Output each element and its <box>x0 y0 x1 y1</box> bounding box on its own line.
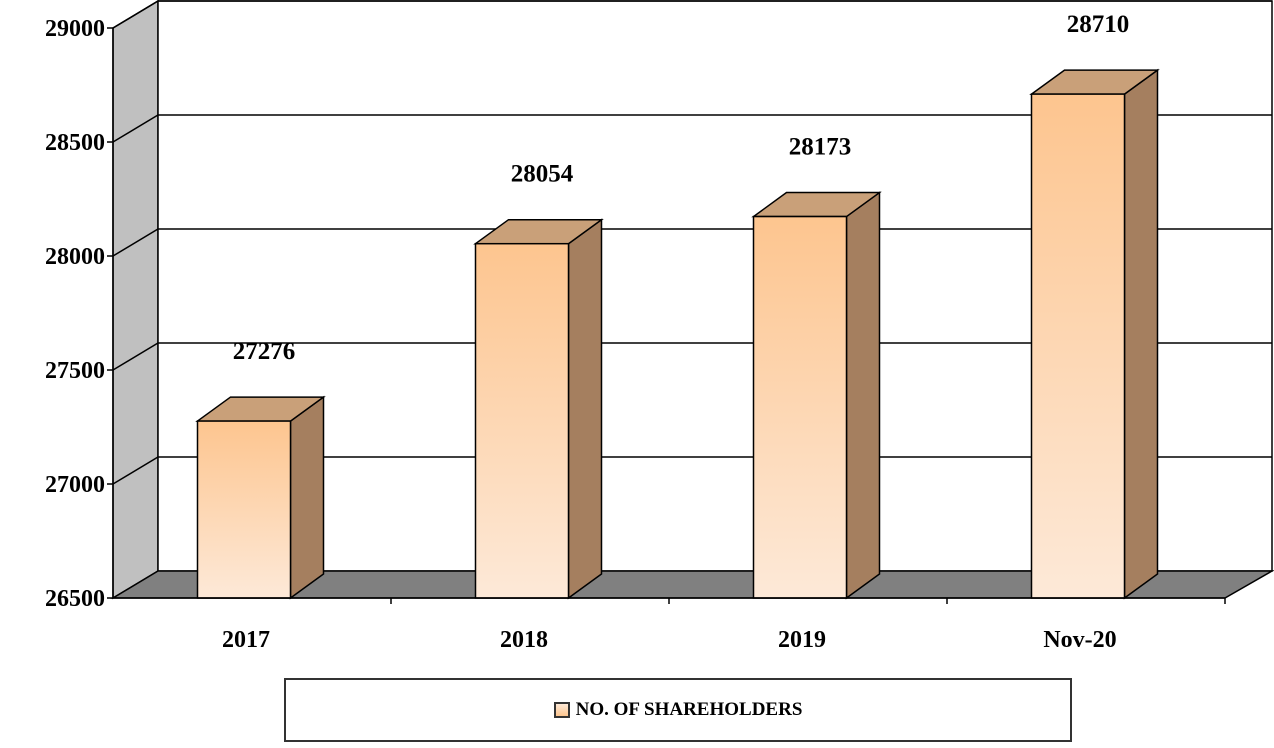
x-tick-label: 2017 <box>222 627 270 653</box>
bar: 28710 <box>1029 11 1160 600</box>
data-label: 27276 <box>233 338 296 365</box>
bar-front <box>1030 93 1126 599</box>
y-tick-label: 27500 <box>45 358 105 384</box>
bar-front <box>752 215 848 599</box>
bar-side <box>289 395 325 600</box>
gridline <box>112 228 1272 257</box>
y-tick-label: 29000 <box>45 16 105 42</box>
chart: 26500 27000 27500 28000 28500 29000 27276 2805… <box>45 0 1274 653</box>
bar-front <box>474 242 570 599</box>
bar: 27276 <box>195 338 326 600</box>
gridline <box>112 114 1272 143</box>
gridline <box>112 456 1272 485</box>
x-axis: 2017 2018 2019 Nov-20 <box>113 597 1226 653</box>
y-tick-label: 28000 <box>45 244 105 270</box>
bar-side <box>1123 68 1159 600</box>
y-tick-label: 27000 <box>45 472 105 498</box>
side-wall <box>112 0 159 600</box>
bar-side <box>567 218 603 600</box>
x-tick-label: Nov-20 <box>1043 627 1116 653</box>
data-label: 28710 <box>1067 11 1130 38</box>
chart-walls <box>110 0 1274 600</box>
bars: 27276 28054 28173 28710 <box>195 11 1160 600</box>
bar: 28173 <box>751 134 882 600</box>
x-tick-label: 2019 <box>778 627 826 653</box>
y-tick-label: 26500 <box>45 586 105 612</box>
bar: 28054 <box>473 161 604 600</box>
gridline <box>112 0 1272 29</box>
bar-front <box>196 420 292 599</box>
legend: NO. OF SHAREHOLDERS <box>284 678 1072 742</box>
data-label: 28054 <box>511 161 574 188</box>
bar-side <box>845 191 881 600</box>
y-axis: 26500 27000 27500 28000 28500 29000 <box>45 16 114 612</box>
gridline <box>112 342 1272 371</box>
legend-label: NO. OF SHAREHOLDERS <box>575 699 803 720</box>
x-tick-label: 2018 <box>500 627 548 653</box>
legend-swatch <box>553 702 570 718</box>
y-tick-label: 28500 <box>45 130 105 156</box>
data-label: 28173 <box>789 134 852 161</box>
gridlines <box>112 0 1272 485</box>
